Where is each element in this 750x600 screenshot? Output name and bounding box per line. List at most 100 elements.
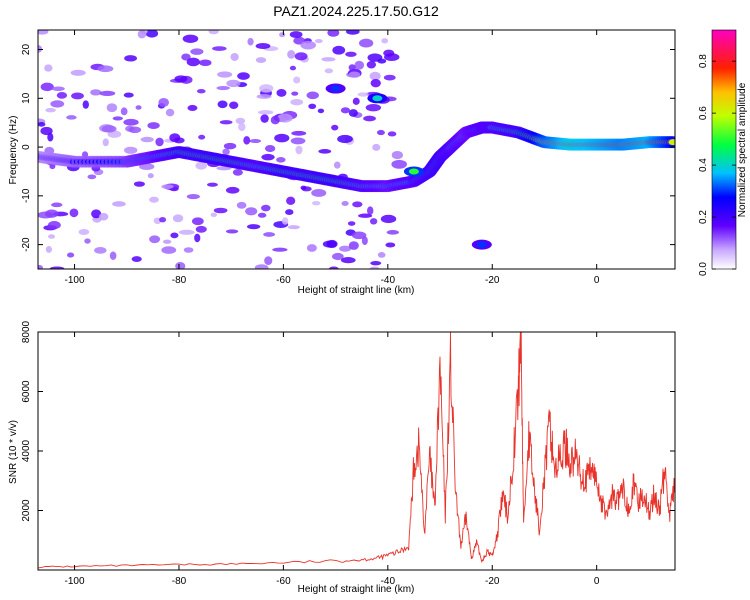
- noise-blob: [199, 59, 212, 67]
- colorbar-ticks: 0.0 0.2 0.4 0.6 0.8: [698, 54, 736, 276]
- noise-blob: [387, 131, 397, 137]
- noise-blob: [290, 98, 304, 106]
- noise-blob: [131, 256, 142, 263]
- noise-blob: [225, 229, 239, 234]
- snr-x-tick-label: -60: [276, 576, 291, 587]
- noise-blob: [238, 122, 246, 132]
- noise-blob: [391, 159, 407, 169]
- noise-blob: [261, 153, 275, 161]
- snr-x-tick-label: -40: [381, 576, 396, 587]
- noise-blob: [210, 212, 218, 218]
- noise-blob: [261, 204, 271, 212]
- noise-blob: [225, 186, 240, 194]
- noise-blob: [351, 231, 367, 240]
- noise-blob: [274, 133, 290, 143]
- noise-blob: [106, 103, 118, 113]
- colorbar-gradient: [712, 30, 736, 269]
- noise-blob: [391, 150, 403, 160]
- noise-blob: [182, 34, 199, 43]
- spectrogram-y-tick-label: 0: [21, 144, 32, 150]
- noise-blob: [123, 92, 134, 98]
- noise-blob: [381, 38, 389, 44]
- spectrogram-x-tick-label: -40: [381, 275, 396, 286]
- noise-blob: [377, 58, 387, 64]
- noise-blob: [145, 30, 159, 38]
- snr-series-line: [38, 332, 675, 569]
- noise-blob: [347, 221, 356, 226]
- colorbar-tick-label: 0.4: [698, 158, 709, 172]
- noise-blob: [259, 84, 274, 93]
- colorbar-frame: [711, 29, 737, 270]
- spectrogram-frame: [37, 29, 676, 270]
- noise-blob: [38, 264, 43, 269]
- noise-blob: [50, 100, 65, 108]
- noise-blob: [276, 157, 286, 163]
- noise-blob: [380, 214, 397, 224]
- noise-blob: [178, 229, 195, 235]
- noise-blob: [254, 264, 269, 269]
- spectrogram-x-tick-label: -20: [485, 275, 500, 286]
- noise-blob: [191, 217, 204, 226]
- noise-blob: [370, 79, 381, 88]
- secondary-feature: [408, 168, 419, 175]
- noise-blob: [235, 117, 246, 125]
- noise-blob: [386, 230, 399, 235]
- noise-blob: [87, 174, 97, 180]
- noise-blob: [169, 133, 181, 143]
- noise-blob: [383, 49, 395, 57]
- snr-x-tick-label: 0: [594, 576, 600, 587]
- noise-blob: [183, 247, 194, 253]
- noise-blob: [97, 65, 114, 73]
- noise-blob: [263, 232, 276, 237]
- noise-blob: [124, 55, 137, 62]
- noise-blob: [49, 266, 65, 269]
- snr-y-axis-title: SNR (10 * v/v): [8, 420, 19, 484]
- noise-blob: [341, 200, 349, 206]
- snr-x-ticks: -100 -80 -60 -40 -20 0: [65, 332, 600, 587]
- noise-blob: [337, 134, 353, 144]
- snr-x-tick-label: -20: [485, 576, 500, 587]
- noise-blob: [229, 101, 239, 109]
- noise-blob: [293, 76, 301, 84]
- colorbar-label: Normalized spectral amplitude: [737, 82, 748, 217]
- noise-blob: [236, 201, 247, 209]
- noise-blob: [277, 113, 293, 123]
- noise-blob: [137, 30, 147, 39]
- noise-blob: [149, 196, 159, 203]
- spectrogram-y-tick-label: -10: [21, 188, 32, 203]
- noise-blob: [112, 116, 123, 121]
- noise-blob: [264, 256, 273, 266]
- noise-blob: [291, 91, 299, 96]
- noise-blob: [44, 209, 59, 218]
- noise-blob: [226, 79, 241, 88]
- noise-blob: [286, 196, 296, 205]
- spectrogram-marks: [38, 30, 675, 269]
- noise-blob: [249, 139, 262, 144]
- noise-blob: [352, 97, 360, 106]
- noise-blob: [290, 137, 306, 145]
- noise-blob: [174, 75, 188, 83]
- noise-blob: [190, 48, 204, 55]
- secondary-feature: [330, 85, 341, 92]
- noise-blob: [276, 88, 287, 97]
- noise-blob: [327, 30, 340, 37]
- noise-blob: [71, 92, 84, 100]
- noise-blob: [370, 261, 382, 266]
- noise-blob: [51, 202, 63, 208]
- noise-blob: [357, 92, 369, 97]
- noise-blob: [317, 108, 325, 114]
- noise-blob: [38, 45, 43, 53]
- noise-blob: [187, 104, 198, 112]
- snr-y-tick-label: 6000: [21, 380, 32, 403]
- noise-blob: [352, 201, 363, 208]
- noise-blob: [56, 91, 68, 99]
- noise-blob: [51, 86, 65, 91]
- colorbar-tick-label: 0.6: [698, 106, 709, 120]
- noise-blob: [369, 266, 380, 269]
- noise-blob: [270, 115, 280, 125]
- noise-blob: [98, 212, 109, 221]
- ridge-point: [668, 139, 675, 146]
- noise-blob: [208, 30, 219, 35]
